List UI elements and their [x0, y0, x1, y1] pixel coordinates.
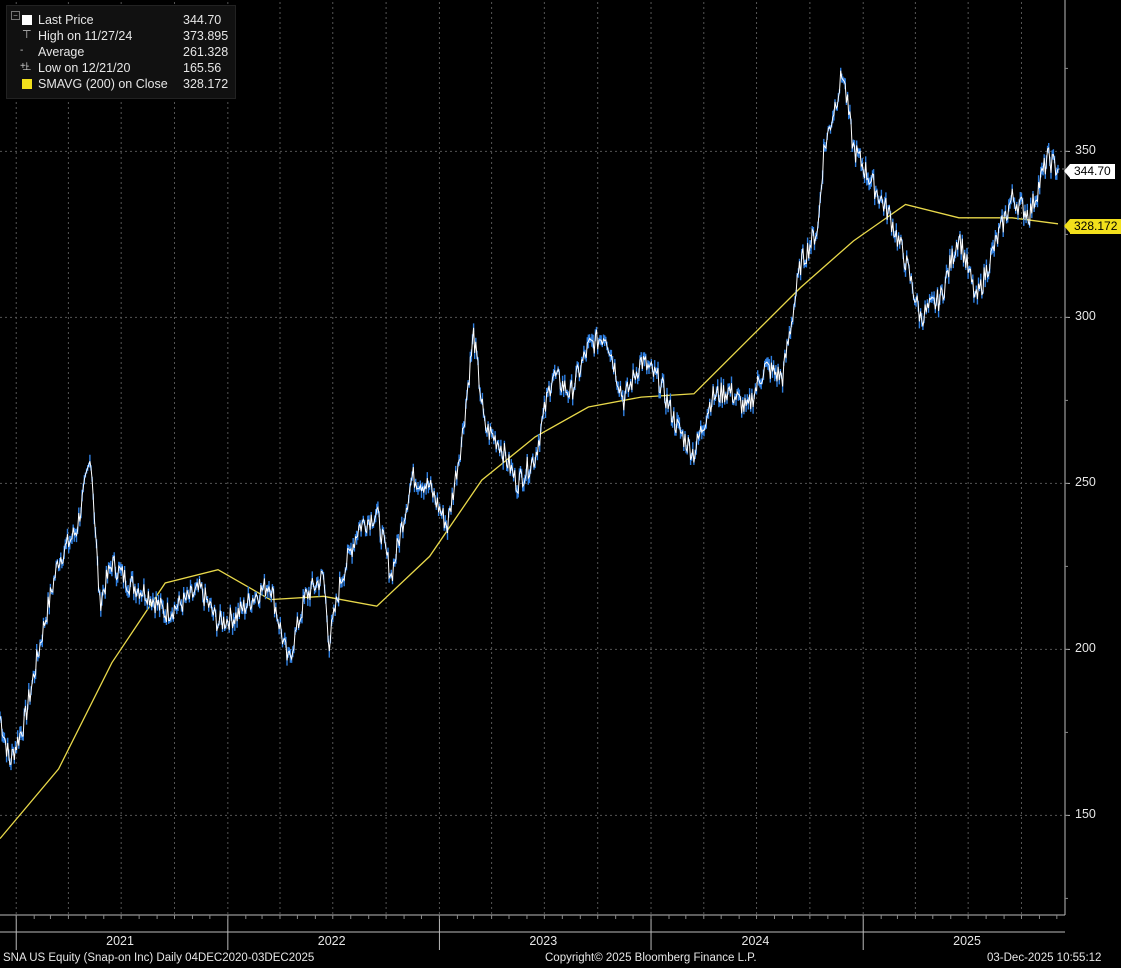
footer-security: SNA US Equity (Snap-on Inc) Daily 04DEC2…	[3, 952, 315, 964]
legend-collapse-icon[interactable]: −	[11, 11, 20, 20]
sma-line	[0, 203, 1059, 840]
xtick-label: 2024	[741, 934, 770, 948]
legend-low: ⊥ Low on 12/21/20 165.56	[22, 61, 222, 75]
sma-value-tag: 328.172	[1063, 219, 1121, 234]
legend-last-price: Last Price 344.70	[7, 12, 235, 28]
ytick-label: 150	[1075, 807, 1096, 822]
xtick-label: 2022	[317, 934, 346, 948]
xtick-label: 2025	[953, 934, 981, 948]
last-price-tag: 344.70	[1064, 164, 1115, 179]
xtick-label: 2021	[106, 934, 134, 948]
low-marker-icon: ⊥	[22, 61, 32, 73]
ytick-label: 350	[1075, 143, 1096, 158]
legend-high: ⊤ High on 11/27/24 373.895	[22, 29, 229, 43]
ytick-label: 250	[1075, 475, 1096, 490]
price-range-bars	[0, 67, 1059, 771]
legend-average: -+- Average 261.328	[20, 45, 229, 73]
white-square-icon	[22, 15, 32, 25]
ytick-label: 200	[1075, 641, 1096, 656]
average-marker-icon: -+-	[20, 45, 30, 73]
legend-sma: SMAVG (200) on Close 328.172	[7, 76, 235, 92]
yellow-square-icon	[22, 79, 32, 89]
footer-timestamp: 03-Dec-2025 10:55:12	[987, 952, 1102, 964]
legend-box: − Last Price 344.70 ⊤ High on 11/27/24 3…	[6, 5, 236, 99]
ytick-label: 300	[1075, 309, 1096, 324]
high-marker-icon: ⊤	[22, 29, 32, 41]
footer-copyright: Copyright© 2025 Bloomberg Finance L.P.	[545, 952, 757, 964]
price-line	[0, 70, 1059, 765]
xtick-label: 2023	[529, 934, 558, 948]
